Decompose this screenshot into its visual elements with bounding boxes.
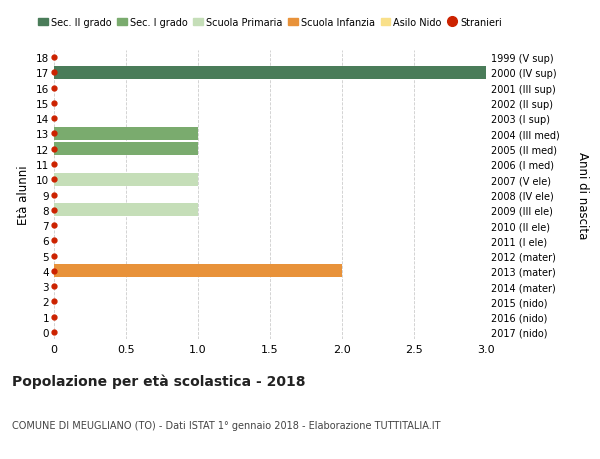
Bar	[54, 265, 342, 278]
Bar	[54, 128, 198, 140]
Y-axis label: Età alunni: Età alunni	[17, 165, 31, 225]
Bar	[54, 204, 198, 217]
Legend: Sec. II grado, Sec. I grado, Scuola Primaria, Scuola Infanzia, Asilo Nido, Stran: Sec. II grado, Sec. I grado, Scuola Prim…	[38, 18, 502, 28]
Bar	[54, 67, 486, 80]
Text: COMUNE DI MEUGLIANO (TO) - Dati ISTAT 1° gennaio 2018 - Elaborazione TUTTITALIA.: COMUNE DI MEUGLIANO (TO) - Dati ISTAT 1°…	[12, 420, 440, 430]
Text: Popolazione per età scolastica - 2018: Popolazione per età scolastica - 2018	[12, 374, 305, 389]
Bar	[54, 143, 198, 156]
Bar	[54, 174, 198, 186]
Y-axis label: Anni di nascita: Anni di nascita	[576, 151, 589, 239]
